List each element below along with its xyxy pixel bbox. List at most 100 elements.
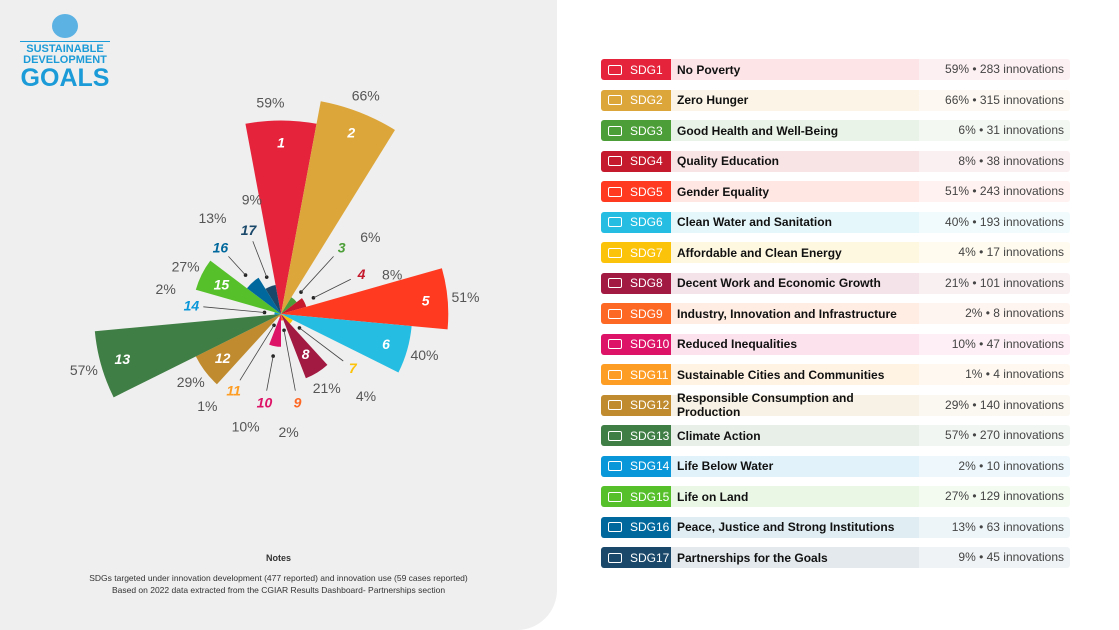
legend-row: SDG15 Life on Land 27% • 129 innovations <box>601 486 1070 507</box>
sdg-code: SDG9 <box>630 306 663 321</box>
wedge-number-label: 11 <box>226 383 241 399</box>
sdg-name: Good Health and Well-Being <box>677 123 839 138</box>
sdg-badge: SDG17 <box>601 547 671 568</box>
wedge-number-label: 3 <box>338 239 346 255</box>
percent-label: 1% <box>197 398 217 414</box>
sdg-value: 1% • 4 innovations <box>919 364 1070 385</box>
wedge-sdg-13 <box>94 314 281 398</box>
sdg-badge: SDG6 <box>601 211 671 233</box>
logo-line-2: DEVELOPMENT <box>23 54 107 66</box>
leader-line <box>283 330 296 391</box>
leader-line <box>252 241 268 278</box>
sdg-value: 27% • 129 innovations <box>919 486 1070 507</box>
sdg-name: Life Below Water <box>677 459 774 473</box>
percent-label: 4% <box>356 388 376 404</box>
sdg-value: 9% • 45 innovations <box>919 547 1070 568</box>
sdg-badge: SDG11 <box>601 364 671 385</box>
sdg-code: SDG17 <box>630 550 670 565</box>
sdg-name: Life on Land <box>677 489 749 504</box>
wedge-sdg-17 <box>265 284 281 314</box>
people-icon <box>608 64 622 75</box>
sdg-code: SDG16 <box>630 520 670 534</box>
wedge-number-label: 14 <box>184 298 200 314</box>
wedge-number-label: 1 <box>277 134 285 150</box>
legend-row: SDG3 Good Health and Well-Being 6% • 31 … <box>601 120 1070 141</box>
sdg-name: Climate Action <box>677 428 761 443</box>
fish-icon <box>608 461 622 471</box>
sdg-badge: SDG2 <box>601 89 671 111</box>
infinity-icon <box>608 400 622 410</box>
sdg-badge: SDG16 <box>601 516 671 538</box>
percent-label: 27% <box>172 259 200 275</box>
sdg-value: 57% • 270 innovations <box>919 425 1070 446</box>
wedge-sdg-16 <box>246 277 281 314</box>
sdg-rose-chart: 159%266%36%4 8%5 51%640%74%821%92%1010%111… <box>70 87 480 440</box>
wedge-sdg-3 <box>281 297 297 314</box>
sdg-code: SDG8 <box>630 276 663 290</box>
sdg-name: No Poverty <box>677 62 741 77</box>
sdg-value: 2% • 8 innovations <box>919 303 1070 324</box>
percent-label: 2% <box>279 424 299 440</box>
sdg-logo: SUSTAINABLE DEVELOPMENT GOALS <box>20 14 110 91</box>
sdg-code: SDG10 <box>630 337 670 351</box>
book-icon <box>608 156 622 166</box>
percent-label: 66% <box>352 87 380 103</box>
wedge-number-label: 16 <box>213 239 229 255</box>
sdg-name: Affordable and Clean Energy <box>677 245 842 260</box>
sdg-name: Zero Hunger <box>677 93 749 107</box>
notes: Notes SDGs targeted under innovation dev… <box>0 552 557 596</box>
sdg-badge: SDG13 <box>601 425 671 446</box>
bowl-icon <box>608 95 622 105</box>
wedge-sdg-12 <box>195 314 281 385</box>
chart-panel: SUSTAINABLE DEVELOPMENT GOALS 1 59% 2 66% 3 6… <box>0 0 557 630</box>
legend-row: SDG13 Climate Action 57% • 270 innovatio… <box>601 425 1070 446</box>
percent-label: 13% <box>198 210 226 226</box>
legend-row: SDG4 Quality Education 8% • 38 innovatio… <box>601 150 1070 172</box>
sdg-badge: SDG5 <box>601 181 671 202</box>
wedge-number-label: 9 <box>294 394 302 410</box>
sdg-name: Gender Equality <box>677 184 770 199</box>
wedge-sdg-5 <box>281 268 449 330</box>
water-icon <box>608 217 622 227</box>
sdg-name: Reduced Inequalities <box>677 337 798 351</box>
sdg-badge: SDG1 <box>601 59 671 80</box>
sdg-value: 8% • 38 innovations <box>919 150 1070 172</box>
sdg-code: SDG2 <box>630 93 663 107</box>
sdg-value: 6% • 31 innovations <box>919 120 1070 141</box>
sdg-code: SDG13 <box>630 428 670 443</box>
wedge-number-label: 5 <box>422 293 430 309</box>
wedge-sdg-15 <box>195 260 281 314</box>
leader-line <box>266 355 274 391</box>
sdg-code: SDG14 <box>630 459 670 473</box>
tree-icon <box>608 491 622 502</box>
sdg-value: 51% • 243 innovations <box>919 181 1070 202</box>
wedge-sdg-7 <box>281 314 293 324</box>
sdg-name: Peace, Justice and Strong Institutions <box>677 520 895 534</box>
wedge-sdg-8 <box>281 314 328 379</box>
leader-dot <box>262 310 267 315</box>
legend-row: SDG7 Affordable and Clean Energy 4% • 17… <box>601 242 1070 263</box>
sdg-value: 2% • 10 innovations <box>919 455 1070 477</box>
sdg-name: Industry, Innovation and Infrastructure <box>677 306 897 321</box>
sdg-code: SDG1 <box>630 62 663 77</box>
un-emblem-icon <box>52 14 78 38</box>
legend-row: SDG12 Responsible Consumption and Produc… <box>601 391 1070 419</box>
legend-row: SDG11 Sustainable Cities and Communities… <box>601 364 1070 385</box>
leader-line <box>300 256 334 293</box>
notes-line-2: Based on 2022 data extracted from the CG… <box>111 585 446 595</box>
leader-line <box>299 327 344 362</box>
legend-row: SDG6 Clean Water and Sanitation 40% • 19… <box>601 211 1070 233</box>
wedge-number-label: 13 <box>115 351 131 367</box>
sdg-value: 40% • 193 innovations <box>919 211 1070 233</box>
sdg-badge: SDG4 <box>601 150 671 172</box>
leader-line <box>239 325 275 381</box>
percent-label: 6% <box>360 229 380 245</box>
sdg-name: Clean Water and Sanitation <box>677 215 832 229</box>
sdg-code: SDG3 <box>630 123 663 138</box>
percent-label: 8% <box>382 266 402 282</box>
sdg-legend: SDG1 No Poverty 59% • 283 innovations SD… <box>601 59 1070 578</box>
wedge-sdg-14 <box>274 312 281 315</box>
city-icon <box>608 369 622 380</box>
leader-line <box>228 256 246 276</box>
sdg-name: Responsible Consumption and Production <box>677 391 854 419</box>
